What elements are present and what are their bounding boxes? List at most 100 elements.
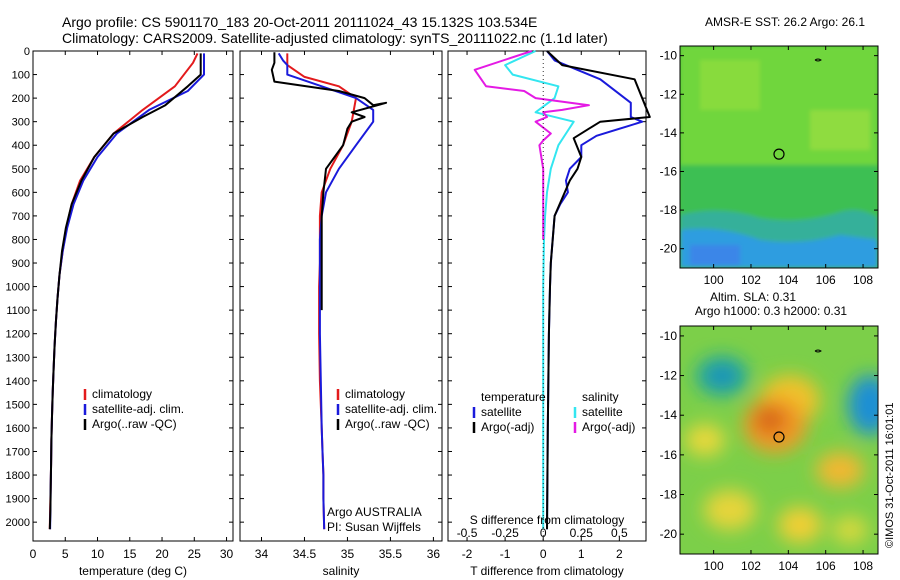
map-x-tick-label: 102 [741,273,761,287]
sst-map-title: AMSR-E SST: 26.2 Argo: 26.1 [705,15,865,29]
x-tick-label: 20 [155,547,169,561]
y-tick-label: 0 [24,46,30,58]
legend-label: climatology [345,387,405,401]
map-y-tick-label: -10 [660,329,678,343]
y-tick-label: 1900 [6,494,30,506]
series-line-satellite [546,50,644,530]
y-tick-label: 200 [12,93,30,105]
y-tick-label: 900 [12,258,30,270]
legend-title-salinity: salinity [582,390,619,404]
y-tick-label: 600 [12,187,30,199]
y-tick-label: 300 [12,117,30,129]
legend-label: Argo(-adj) [481,420,534,434]
series-line-argo-raw-qc- [48,53,202,530]
map-x-tick-label: 104 [778,273,798,287]
x-tick-label: -1 [500,547,511,561]
series-line-satellite-adj-clim- [277,52,375,530]
y-tick-label: 1000 [6,282,30,294]
map-y-tick-label: -16 [660,164,678,178]
map-x-tick-label: 102 [741,559,761,573]
s-diff-tick-label: 0.25 [570,526,594,540]
legend-title-temperature: temperature [481,390,546,404]
map-x-tick-label: 108 [853,559,873,573]
y-tick-label: 1600 [6,423,30,435]
x-tick-label: -2 [462,547,473,561]
sla-map-frame [679,325,879,555]
temperature-x-label: temperature (deg C) [79,564,187,578]
sst-heatmap [680,46,878,268]
legend-label: satellite [582,405,623,419]
s-diff-tick-label: -0.5 [457,526,478,540]
map-y-tick-label: -20 [660,527,678,541]
temperature-panel: 0 5 10 15 20 25 300100200300400500600700800900… [6,46,234,578]
legend-label: Argo(..raw -QC) [92,417,177,431]
series-line-argo-adj- [473,50,590,240]
island-outline-icon [814,58,822,62]
map-y-tick-label: -10 [660,49,678,63]
salinity-panel: 34 34.5 35 35.5 36 salinity climatologysatelli… [239,50,443,578]
y-tick-label: 1100 [6,305,30,317]
x-tick-label: 0 [30,547,37,561]
title-line-2: Climatology: CARS2009. Satellite-adjuste… [62,30,608,46]
legend-label: Argo(-adj) [582,420,635,434]
map-y-tick-label: -12 [660,369,678,383]
argo-location-marker [773,431,785,443]
x-tick-label: 36 [427,547,441,561]
x-tick-label: 10 [91,547,105,561]
series-line-argo-raw-qc- [270,52,388,311]
x-tick-label: 2 [616,547,623,561]
y-tick-label: 800 [12,234,30,246]
x-tick-label: 1 [578,547,585,561]
legend-label: Argo(..raw -QC) [345,417,430,431]
map-x-tick-label: 104 [778,559,798,573]
sla-map-panel: Altim. SLA: 0.31 Argo h1000: 0.3 h2000: … [660,290,879,573]
y-tick-label: 1800 [6,470,30,482]
map-y-tick-label: -14 [660,408,678,422]
sla-map-title-2: Argo h1000: 0.3 h2000: 0.31 [695,304,847,318]
copyright-credit: ©IMOS 31-Oct-2011 16:01:01 [884,403,896,548]
y-tick-label: 1700 [6,446,30,458]
salinity-x-label: salinity [323,564,360,578]
map-x-tick-label: 100 [704,559,724,573]
x-tick-label: 25 [188,547,202,561]
x-tick-label: 35 [341,547,355,561]
map-x-tick-label: 106 [816,559,836,573]
series-line-climatology [48,52,199,530]
map-y-tick-label: -18 [660,203,678,217]
map-y-tick-label: -16 [660,448,678,462]
pi-label: PI: Susan Wijffels [327,520,421,534]
y-tick-label: 400 [12,140,30,152]
y-tick-label: 1200 [6,329,30,341]
y-tick-label: 1400 [6,376,30,388]
legend-label: satellite-adj. clim. [92,402,184,416]
x-tick-label: 15 [123,547,137,561]
temperature-axes-frame [32,50,234,542]
x-tick-label: 0 [540,547,547,561]
island-outline-icon [814,349,822,353]
s-diff-label: S difference from climatology [470,513,625,527]
argo-location-marker [773,148,785,160]
legend-label: satellite-adj. clim. [345,402,437,416]
series-line-satellite [504,50,575,530]
sst-map-frame [679,45,879,269]
y-tick-label: 100 [12,70,30,82]
y-tick-label: 700 [12,211,30,223]
x-tick-label: 5 [62,547,69,561]
map-y-tick-label: -14 [660,126,678,140]
title-line-1: Argo profile: CS 5901170_183 20-Oct-2011… [62,14,537,30]
difference-panel: -2 -1 0 1 2 T difference from climatology -0.5… [447,50,651,578]
x-tick-label: 30 [220,547,234,561]
y-tick-label: 1500 [6,399,30,411]
sla-map-title-1: Altim. SLA: 0.31 [710,290,796,304]
s-diff-tick-label: 0 [540,526,547,540]
sst-map-panel: AMSR-E SST: 26.2 Argo: 26.1 100 102 104 106… [660,15,879,287]
map-x-tick-label: 108 [853,273,873,287]
difference-x-label: T difference from climatology [470,564,624,578]
map-x-tick-label: 106 [816,273,836,287]
legend-label: satellite [481,405,522,419]
sla-heatmap [680,326,878,554]
s-diff-tick-label: 0.5 [611,526,628,540]
float-owner-label: Argo AUSTRALIA [327,505,422,519]
s-diff-tick-label: -0.25 [491,526,519,540]
